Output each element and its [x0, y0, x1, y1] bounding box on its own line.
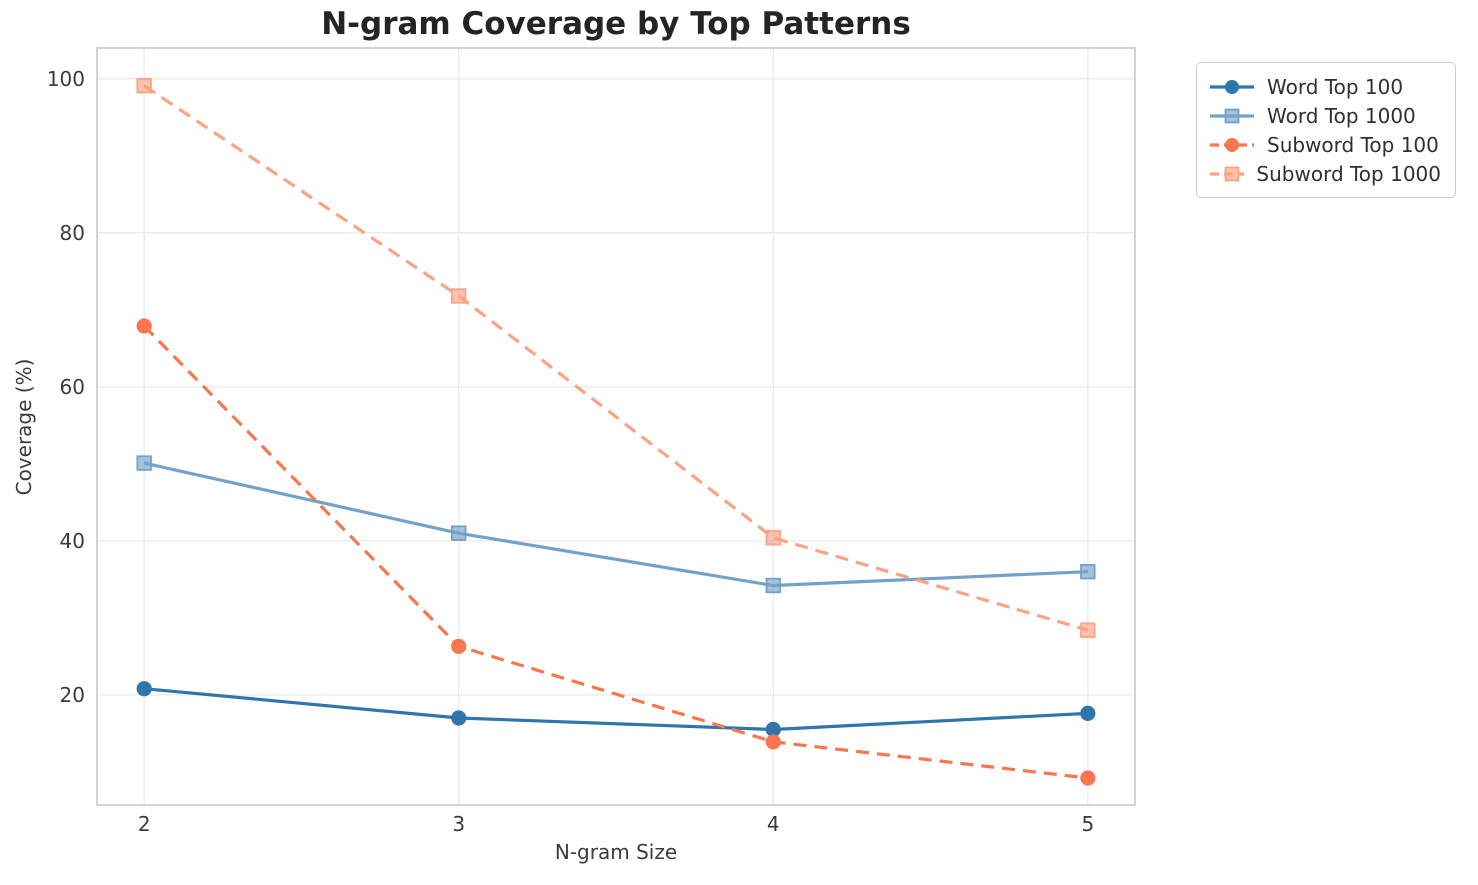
marker-square-subword-top-1000	[765, 530, 781, 546]
legend-label: Word Top 1000	[1267, 103, 1416, 128]
axes-frame	[96, 47, 1136, 806]
x-tick-label: 5	[1081, 812, 1094, 836]
legend-swatch-circle	[1210, 79, 1254, 94]
legend: Word Top 100 Word Top 1000 Subword Top 100…	[1196, 62, 1456, 198]
legend-swatch-circle	[1210, 137, 1254, 152]
y-tick-label: 20	[60, 683, 85, 707]
marker-square-word-top-1000	[765, 577, 781, 594]
marker-circle-subword-top-100	[1080, 770, 1096, 786]
marker-square-subword-top-1000	[451, 288, 467, 304]
series-line-word-top-100	[144, 687, 1088, 732]
marker-circle-subword-top-100	[136, 318, 152, 334]
x-tick-label: 3	[452, 812, 465, 836]
x-axis-label: N-gram Size	[554, 840, 678, 864]
x-tick-label: 4	[767, 812, 780, 836]
marker-circle-subword-top-100	[765, 734, 781, 750]
y-tick-label: 100	[47, 67, 85, 91]
marker-circle-word-top-100	[765, 721, 781, 738]
y-tick-label: 40	[60, 529, 85, 553]
marker-circle-subword-top-100	[451, 638, 467, 654]
legend-item-subword-top-1000: Subword Top 1000	[1209, 159, 1441, 188]
legend-label: Subword Top 1000	[1256, 161, 1441, 186]
marker-square-subword-top-1000	[1080, 622, 1096, 638]
legend-label: Subword Top 100	[1267, 132, 1439, 157]
legend-item-word-top-100: Word Top 100	[1209, 72, 1441, 101]
legend-item-subword-top-100: Subword Top 100	[1209, 130, 1441, 159]
marker-circle-word-top-100	[136, 681, 152, 697]
y-axis-label: Coverage (%)	[12, 358, 36, 496]
marker-square-word-top-1000	[136, 455, 152, 471]
legend-swatch-square	[1210, 166, 1245, 181]
y-tick-label: 60	[60, 375, 85, 399]
marker-circle-word-top-100	[451, 710, 467, 726]
marker-square-subword-top-1000	[136, 78, 152, 94]
marker-circle-word-top-100	[1080, 705, 1096, 721]
chart-title: N-gram Coverage by Top Patterns	[321, 6, 911, 42]
series-line-subword-top-1000	[143, 84, 1089, 632]
series-line-word-top-1000	[143, 461, 1088, 588]
marker-square-word-top-1000	[451, 525, 467, 541]
x-tick-label: 2	[138, 812, 151, 836]
legend-item-word-top-1000: Word Top 1000	[1209, 101, 1441, 130]
legend-swatch-square	[1210, 108, 1254, 123]
y-tick-label: 80	[60, 221, 85, 245]
series-line-subword-top-100	[143, 324, 1089, 780]
marker-square-word-top-1000	[1080, 563, 1096, 580]
legend-label: Word Top 100	[1267, 74, 1404, 99]
